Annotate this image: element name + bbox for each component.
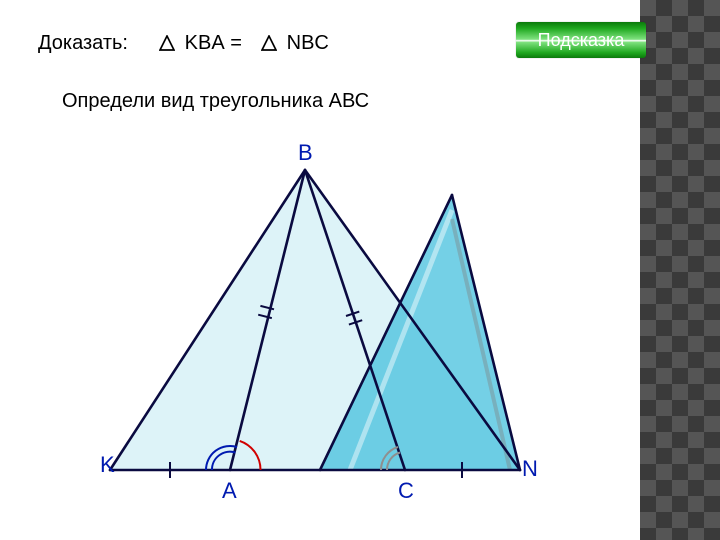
label-c: С (398, 478, 414, 504)
label-k: K (100, 452, 115, 478)
label-n: N (522, 456, 538, 482)
label-a: А (222, 478, 237, 504)
label-b: В (298, 140, 313, 166)
